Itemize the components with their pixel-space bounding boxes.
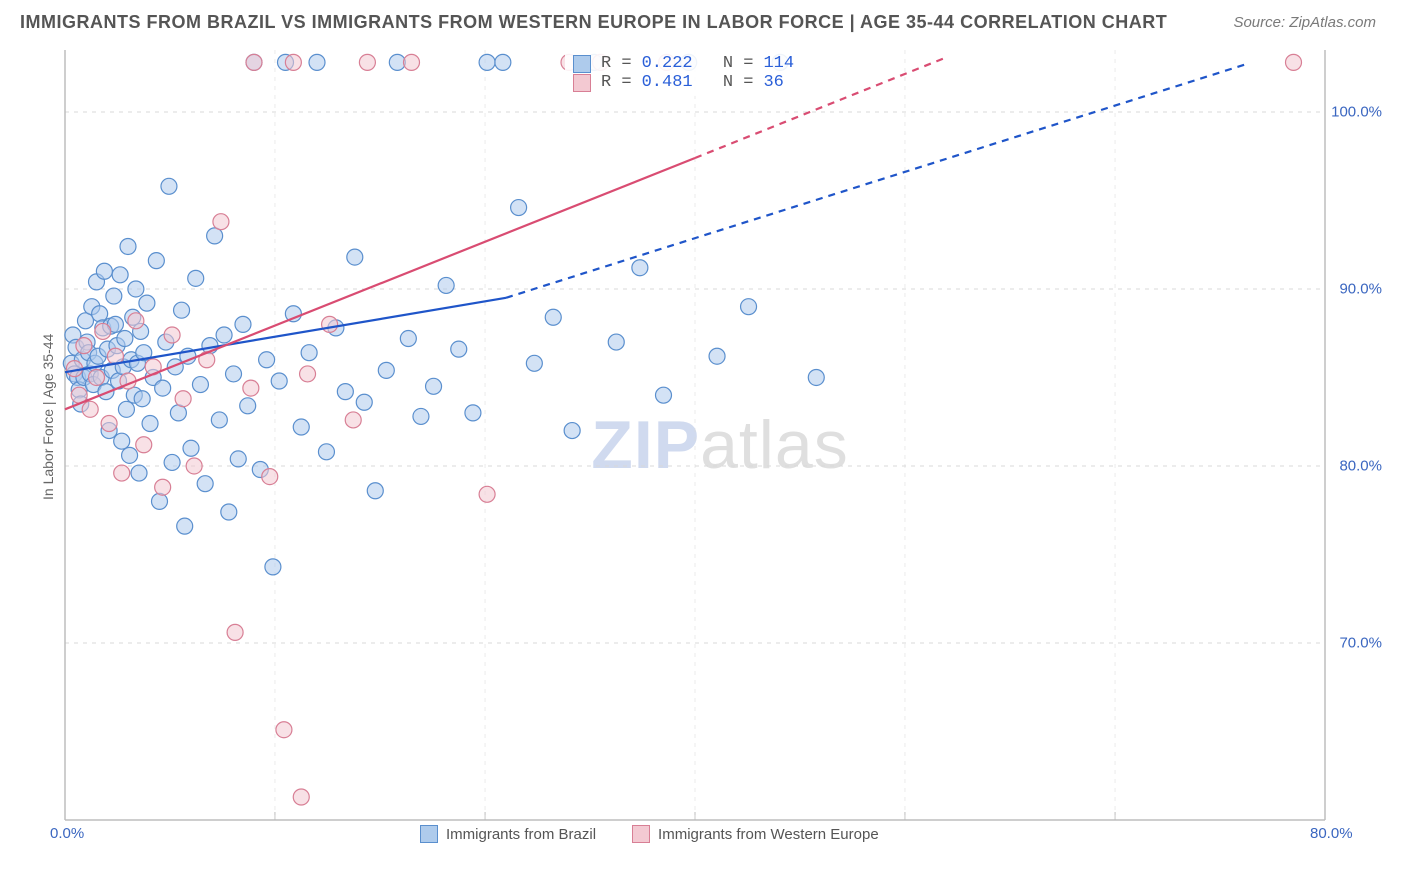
n-value-we: 36 xyxy=(763,73,783,92)
scatter-chart xyxy=(50,50,1385,840)
r-value-brazil: 0.222 xyxy=(642,54,693,73)
n-label-brazil: N = xyxy=(723,54,754,73)
n-value-brazil: 114 xyxy=(763,54,794,73)
r-label-we: R = xyxy=(601,73,632,92)
correlation-legend: R = 0.222 N = 114 R = 0.481 N = 36 xyxy=(565,50,802,96)
legend-label: Immigrants from Brazil xyxy=(446,826,596,843)
y-tick-label: 70.0% xyxy=(1339,634,1382,651)
y-tick-label: 90.0% xyxy=(1339,280,1382,297)
r-label-brazil: R = xyxy=(601,54,632,73)
x-tick-label: 0.0% xyxy=(50,825,84,842)
swatch-brazil xyxy=(573,55,591,73)
legend-swatch xyxy=(632,825,650,843)
chart-area: In Labor Force | Age 35-44 ZIPatlas 70.0… xyxy=(50,50,1390,840)
y-tick-label: 80.0% xyxy=(1339,457,1382,474)
n-label-we: N = xyxy=(723,73,754,92)
chart-title: IMMIGRANTS FROM BRAZIL VS IMMIGRANTS FRO… xyxy=(20,12,1167,33)
swatch-we xyxy=(573,74,591,92)
source-label: Source: ZipAtlas.com xyxy=(1233,14,1376,31)
y-tick-label: 100.0% xyxy=(1331,103,1382,120)
legend-row-brazil: R = 0.222 N = 114 xyxy=(573,54,794,73)
x-tick-label: 80.0% xyxy=(1310,825,1353,842)
legend-swatch xyxy=(420,825,438,843)
legend-row-we: R = 0.481 N = 36 xyxy=(573,73,794,92)
series-legend: Immigrants from Brazil Immigrants from We… xyxy=(420,825,907,843)
r-value-we: 0.481 xyxy=(642,73,693,92)
legend-label: Immigrants from Western Europe xyxy=(658,826,879,843)
